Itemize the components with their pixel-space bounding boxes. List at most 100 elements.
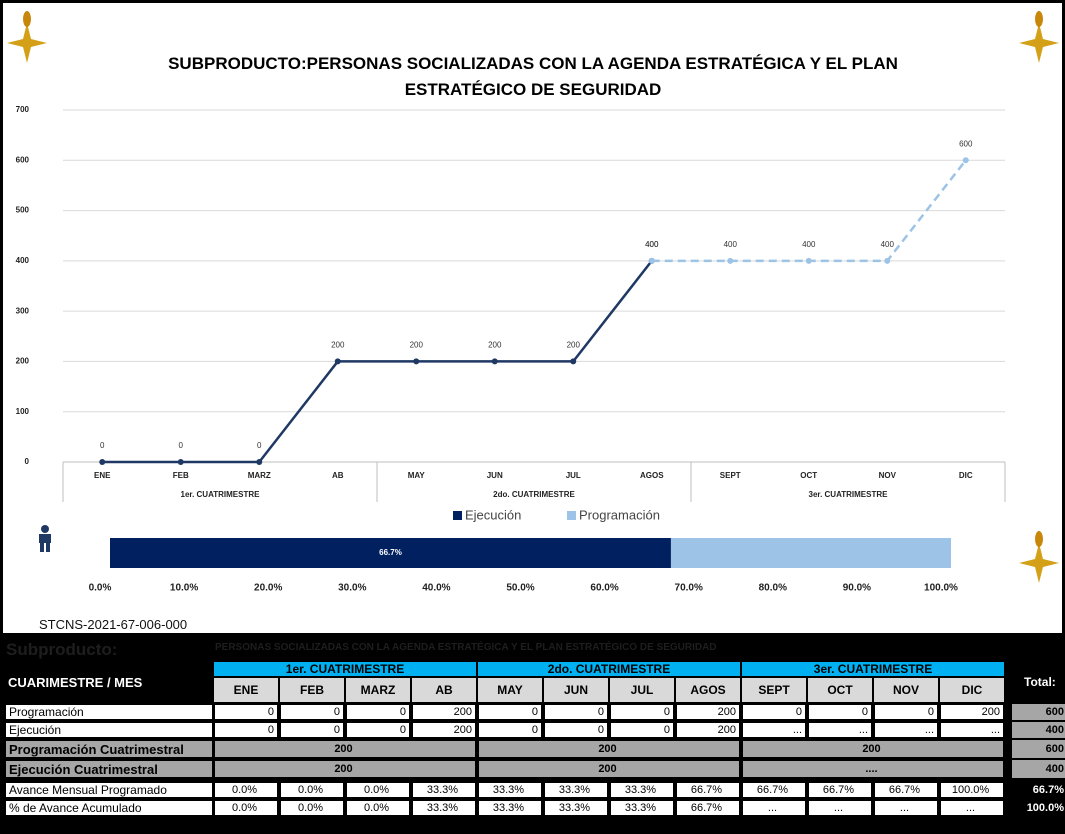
group-header: 3er. CUATRIMESTRE bbox=[742, 662, 1004, 676]
data-label: 400 bbox=[645, 240, 659, 249]
y-tick-label: 700 bbox=[16, 105, 30, 114]
total-cell: 400 bbox=[1012, 760, 1065, 778]
cell: ... bbox=[742, 800, 806, 816]
cell: 66.7% bbox=[742, 782, 806, 798]
point bbox=[570, 358, 577, 365]
month-header: NOV bbox=[874, 678, 938, 702]
point bbox=[491, 358, 498, 365]
cell: 0 bbox=[610, 704, 674, 720]
cell: 33.3% bbox=[412, 782, 476, 798]
cell: 0 bbox=[478, 704, 542, 720]
month-header: MAY bbox=[478, 678, 542, 702]
series-line bbox=[102, 260, 653, 464]
month-header: AB bbox=[412, 678, 476, 702]
data-label: 0 bbox=[100, 441, 105, 450]
x-tick-label: 20.0% bbox=[254, 583, 282, 594]
row-label: Avance Mensual Programado bbox=[5, 782, 213, 798]
cell: 200 bbox=[676, 722, 740, 738]
data-label: 200 bbox=[331, 341, 345, 350]
cell: 200 bbox=[412, 704, 476, 720]
cell: ... bbox=[940, 800, 1004, 816]
cell: 33.3% bbox=[544, 800, 608, 816]
row-label: Programación bbox=[5, 704, 213, 720]
month-header: JUL bbox=[610, 678, 674, 702]
progress-bar bbox=[670, 538, 951, 568]
merged-cell: 200 bbox=[214, 760, 476, 778]
cell: 0.0% bbox=[280, 800, 344, 816]
cell: 0 bbox=[478, 722, 542, 738]
code: STCNS-2021-67-006-000 bbox=[39, 617, 188, 632]
cell: 200 bbox=[676, 704, 740, 720]
x-tick-label: JUL bbox=[566, 471, 581, 480]
point bbox=[256, 459, 263, 465]
point bbox=[177, 459, 184, 465]
cell: 0.0% bbox=[214, 782, 278, 798]
data-label: 66.7% bbox=[379, 548, 402, 557]
x-tick-label: SEPT bbox=[720, 471, 741, 480]
person-icon bbox=[39, 525, 51, 552]
x-tick-label: MARZ bbox=[248, 471, 271, 480]
cell: 0 bbox=[214, 704, 278, 720]
x-tick-label: 90.0% bbox=[843, 583, 871, 594]
point bbox=[962, 157, 969, 164]
x-tick-label: 60.0% bbox=[590, 583, 618, 594]
cell: 0 bbox=[874, 704, 938, 720]
point bbox=[884, 257, 891, 264]
legend-swatch bbox=[567, 511, 576, 520]
month-header: OCT bbox=[808, 678, 872, 702]
x-tick-label: 80.0% bbox=[759, 583, 787, 594]
data-label: 200 bbox=[410, 341, 424, 350]
total-cell: 100.0% bbox=[1012, 800, 1065, 816]
cell: 0.0% bbox=[346, 782, 410, 798]
cell: 33.3% bbox=[610, 782, 674, 798]
x-tick-label: 30.0% bbox=[338, 583, 366, 594]
row-label: Programación Cuatrimestral bbox=[5, 740, 213, 758]
x-tick-label: 0.0% bbox=[89, 583, 112, 594]
y-tick-label: 500 bbox=[16, 206, 30, 215]
cell: 0 bbox=[544, 722, 608, 738]
point bbox=[805, 257, 812, 264]
cell: 33.3% bbox=[544, 782, 608, 798]
data-label: 400 bbox=[645, 240, 659, 249]
y-tick-label: 600 bbox=[16, 155, 30, 164]
x-tick-label: MAY bbox=[408, 471, 426, 480]
total-cell: 600 bbox=[1012, 704, 1065, 720]
cell: 0 bbox=[544, 704, 608, 720]
cell: ... bbox=[874, 722, 938, 738]
cell: 66.7% bbox=[808, 782, 872, 798]
row-label: Ejecución bbox=[5, 722, 213, 738]
y-tick-label: 0 bbox=[25, 457, 30, 466]
logo bbox=[1019, 531, 1059, 583]
cell: 0.0% bbox=[214, 800, 278, 816]
chart-area: 0 100 200 300 400 500 600 700 ENE FEB MARZ AB MAY JUN… bbox=[3, 3, 1062, 633]
merged-cell: .... bbox=[742, 760, 1004, 778]
month-header: AGOS bbox=[676, 678, 740, 702]
x-tick-label: OCT bbox=[800, 471, 817, 480]
x-tick-label: 10.0% bbox=[170, 583, 198, 594]
point bbox=[413, 358, 420, 365]
cell: 0 bbox=[346, 722, 410, 738]
group-label: 1er. CUATRIMESTRE bbox=[181, 490, 261, 499]
x-tick-label: NOV bbox=[879, 471, 897, 480]
x-tick-label: 70.0% bbox=[675, 583, 703, 594]
merged-cell: 200 bbox=[214, 740, 476, 758]
month-header: ENE bbox=[214, 678, 278, 702]
cell: 0.0% bbox=[346, 800, 410, 816]
row-label: % de Avance Acumulado bbox=[5, 800, 213, 816]
progress-bar bbox=[110, 538, 671, 568]
cell: 200 bbox=[940, 704, 1004, 720]
cell: 33.3% bbox=[478, 800, 542, 816]
merged-cell: 200 bbox=[478, 740, 740, 758]
total-header: Total: bbox=[1024, 675, 1056, 689]
cell: 100.0% bbox=[940, 782, 1004, 798]
point bbox=[727, 257, 734, 264]
point bbox=[648, 257, 655, 264]
cell: 0 bbox=[742, 704, 806, 720]
cell: 66.7% bbox=[874, 782, 938, 798]
y-tick-label: 200 bbox=[16, 357, 30, 366]
point bbox=[99, 459, 106, 465]
chart: 0 100 200 300 400 500 600 700 ENE FEB MARZ AB MAY JUN… bbox=[7, 11, 1059, 594]
cell: 0 bbox=[280, 704, 344, 720]
cell: 0 bbox=[346, 704, 410, 720]
data-label: 200 bbox=[488, 341, 502, 350]
